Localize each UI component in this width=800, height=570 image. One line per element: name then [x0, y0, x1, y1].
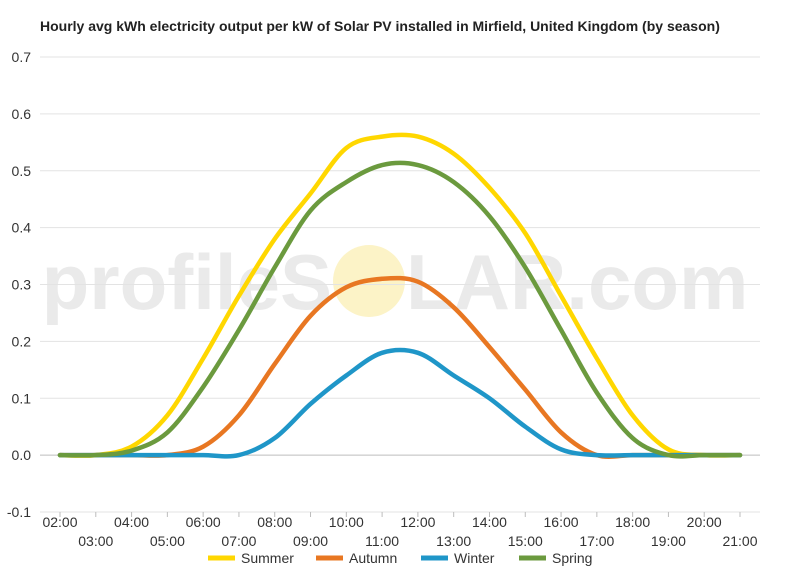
series-line-summer: [57, 132, 743, 458]
x-tick-label: 19:00: [651, 533, 686, 549]
y-tick-label: 0.6: [12, 106, 32, 122]
y-tick-label: 0.2: [12, 333, 32, 349]
watermark-text-left: profileS: [42, 238, 332, 326]
x-tick-label: 10:00: [329, 514, 364, 530]
watermark-text-right: LAR.com: [406, 238, 748, 326]
x-tick-label: 13:00: [436, 533, 471, 549]
x-tick-label: 08:00: [257, 514, 292, 530]
x-tick-label: 06:00: [186, 514, 221, 530]
x-tick-label: 09:00: [293, 533, 328, 549]
x-tick-label: 20:00: [687, 514, 722, 530]
legend-label-winter: Winter: [454, 550, 495, 566]
x-tick-label: 21:00: [722, 533, 757, 549]
x-tick-label: 04:00: [114, 514, 149, 530]
watermark: profileS LAR.com: [42, 238, 749, 326]
y-tick-label: 0.5: [12, 163, 32, 179]
x-tick-label: 11:00: [365, 533, 399, 549]
x-tick-label: 03:00: [78, 533, 113, 549]
y-tick-label: 0.3: [12, 277, 32, 293]
y-tick-label: 0.7: [12, 49, 32, 65]
y-tick-label: -0.1: [7, 504, 31, 520]
series-lines: [57, 132, 743, 460]
gridlines: [40, 56, 760, 513]
x-tick-label: 16:00: [544, 514, 579, 530]
x-tick-label: 07:00: [221, 533, 256, 549]
x-tick-label: 05:00: [150, 533, 185, 549]
x-tick-label: 14:00: [472, 514, 507, 530]
series-line-spring: [57, 160, 743, 459]
legend-label-spring: Spring: [552, 550, 592, 566]
x-tick-label: 17:00: [579, 533, 614, 549]
x-tick-label: 15:00: [508, 533, 543, 549]
legend-label-autumn: Autumn: [349, 550, 397, 566]
x-tick-label: 12:00: [400, 514, 435, 530]
chart-title: Hourly avg kWh electricity output per kW…: [40, 18, 720, 34]
legend: Summer Autumn Winter Spring: [208, 550, 592, 566]
y-tick-label: 0.1: [12, 390, 32, 406]
legend-label-summer: Summer: [241, 550, 294, 566]
series-line-winter: [57, 347, 743, 459]
y-axis-ticks: -0.1 0.0 0.1 0.2 0.3 0.4 0.5 0.6 0.7: [7, 49, 31, 520]
y-tick-label: 0.0: [12, 447, 32, 463]
y-tick-label: 0.4: [12, 220, 32, 236]
x-tick-label: 18:00: [615, 514, 650, 530]
x-tick-label: 02:00: [42, 514, 77, 530]
x-axis-ticks: 02:0003:0004:0005:0006:0007:0008:0009:00…: [42, 512, 758, 549]
